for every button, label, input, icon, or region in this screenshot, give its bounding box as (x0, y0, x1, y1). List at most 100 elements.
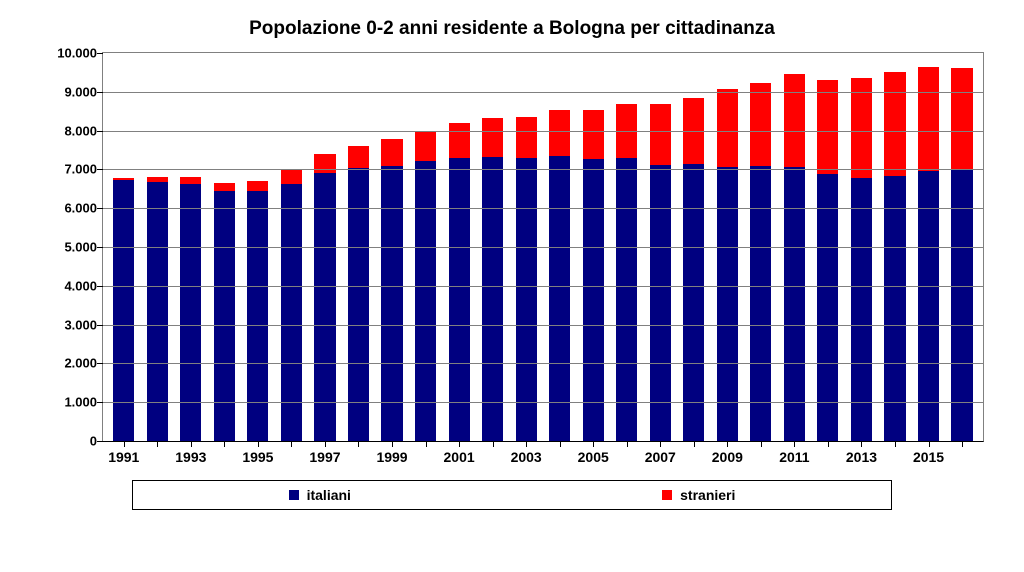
bar-stack (851, 78, 872, 441)
bar-stack (583, 110, 604, 441)
x-tick-label: 2015 (913, 441, 944, 465)
bar-stack (281, 170, 302, 441)
gridline (103, 363, 983, 364)
bar-segment-italiani (516, 158, 537, 441)
y-tick-mark (97, 92, 103, 93)
x-tick-mark (224, 441, 225, 447)
gridline (103, 325, 983, 326)
x-tick-label: 1997 (309, 441, 340, 465)
bar-stack (348, 146, 369, 441)
legend-item-italiani: italiani (289, 487, 351, 503)
bar-segment-stranieri (180, 177, 201, 184)
chart-container: Popolazione 0-2 anni residente a Bologna… (0, 0, 1024, 572)
plot-wrap: 1991199319951997199920012003200520072009… (72, 52, 984, 442)
legend-label-stranieri: stranieri (680, 487, 735, 503)
bar-segment-stranieri (549, 110, 570, 156)
bar-stack (750, 83, 771, 441)
bar-segment-italiani (549, 156, 570, 441)
y-tick-mark (97, 402, 103, 403)
bar-segment-italiani (918, 171, 939, 441)
bar-segment-stranieri (381, 139, 402, 166)
bar-segment-stranieri (214, 183, 235, 191)
bar-segment-stranieri (750, 83, 771, 166)
bar-stack (381, 139, 402, 441)
x-tick-mark (157, 441, 158, 447)
x-tick-mark (493, 441, 494, 447)
x-tick-label: 2007 (645, 441, 676, 465)
bar-segment-stranieri (247, 181, 268, 191)
y-tick-mark (97, 363, 103, 364)
bar-stack (717, 89, 738, 441)
bar-segment-italiani (247, 191, 268, 441)
bar-stack (683, 98, 704, 441)
bar-segment-stranieri (650, 104, 671, 165)
bar-stack (516, 117, 537, 441)
y-tick-mark (97, 169, 103, 170)
legend-swatch-italiani (289, 490, 299, 500)
x-tick-label: 2003 (511, 441, 542, 465)
y-tick-mark (97, 131, 103, 132)
bar-segment-stranieri (951, 68, 972, 169)
bar-stack (616, 104, 637, 441)
gridline (103, 169, 983, 170)
bar-segment-stranieri (415, 131, 436, 161)
gridline (103, 131, 983, 132)
x-tick-mark (895, 441, 896, 447)
x-tick-mark (426, 441, 427, 447)
legend-item-stranieri: stranieri (662, 487, 735, 503)
bar-segment-italiani (817, 174, 838, 441)
bar-segment-stranieri (281, 170, 302, 185)
x-tick-label: 1993 (175, 441, 206, 465)
bar-segment-stranieri (918, 67, 939, 172)
x-tick-mark (358, 441, 359, 447)
x-tick-mark (291, 441, 292, 447)
x-tick-label: 2011 (779, 441, 809, 465)
bar-segment-stranieri (784, 74, 805, 166)
x-tick-label: 1995 (242, 441, 273, 465)
x-tick-mark (828, 441, 829, 447)
bar-segment-stranieri (482, 118, 503, 157)
bar-stack (884, 72, 905, 441)
gridline (103, 402, 983, 403)
bar-segment-italiani (449, 158, 470, 441)
gridline (103, 92, 983, 93)
bar-segment-stranieri (851, 78, 872, 178)
legend-label-italiani: italiani (307, 487, 351, 503)
x-tick-label: 2013 (846, 441, 877, 465)
bar-segment-italiani (683, 164, 704, 441)
bar-segment-italiani (616, 158, 637, 441)
bar-segment-stranieri (817, 80, 838, 174)
x-tick-label: 1991 (108, 441, 139, 465)
x-tick-mark (560, 441, 561, 447)
y-tick-mark (97, 286, 103, 287)
bar-stack (918, 67, 939, 441)
bar-stack (784, 74, 805, 441)
x-tick-label: 1999 (376, 441, 407, 465)
bar-stack (449, 123, 470, 441)
x-tick-label: 2005 (578, 441, 609, 465)
plot-area: 1991199319951997199920012003200520072009… (102, 52, 984, 442)
bar-segment-italiani (314, 173, 335, 441)
x-tick-label: 2009 (712, 441, 743, 465)
bar-segment-stranieri (516, 117, 537, 158)
bar-stack (314, 154, 335, 441)
x-tick-mark (962, 441, 963, 447)
y-tick-mark (97, 441, 103, 442)
chart-title: Popolazione 0-2 anni residente a Bologna… (30, 18, 994, 40)
gridline (103, 247, 983, 248)
bar-segment-italiani (214, 191, 235, 441)
legend: italiani stranieri (132, 480, 892, 510)
bar-segment-italiani (951, 169, 972, 441)
bar-stack (817, 80, 838, 441)
bar-stack (482, 118, 503, 441)
bar-stack (951, 68, 972, 441)
bar-segment-stranieri (583, 110, 604, 159)
bar-segment-stranieri (884, 72, 905, 176)
y-tick-mark (97, 325, 103, 326)
bar-segment-stranieri (717, 89, 738, 167)
bar-segment-italiani (650, 165, 671, 441)
bar-segment-stranieri (449, 123, 470, 158)
bar-segment-italiani (482, 157, 503, 441)
x-tick-label: 2001 (444, 441, 475, 465)
x-tick-mark (694, 441, 695, 447)
